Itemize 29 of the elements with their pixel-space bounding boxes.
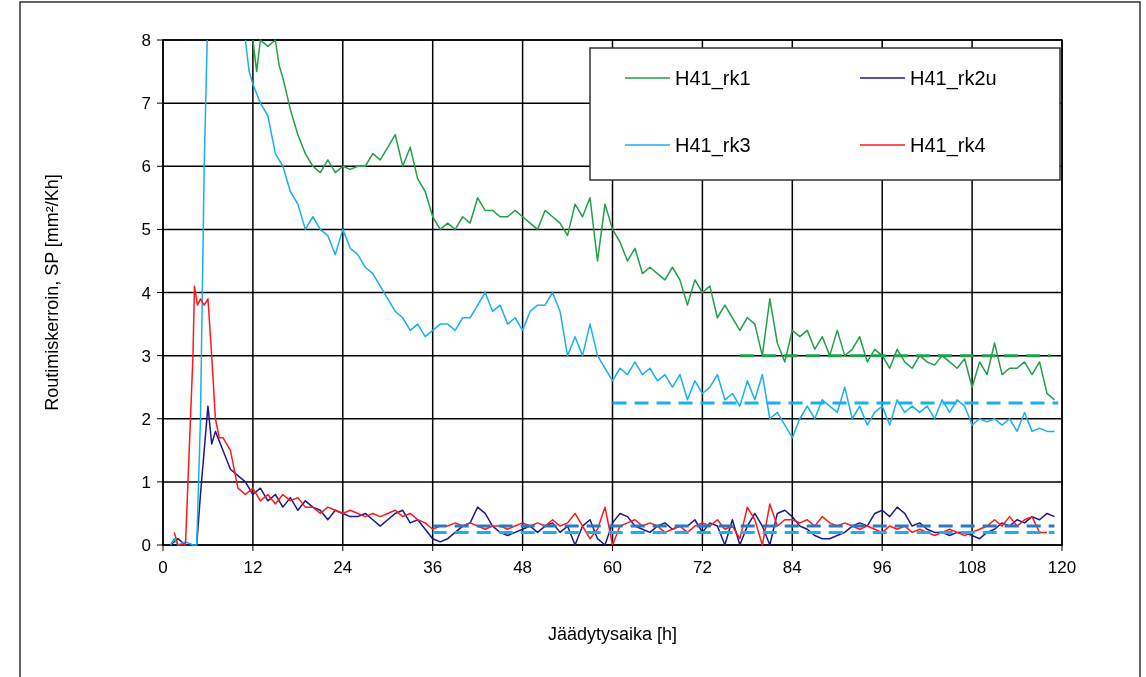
legend-label: H41_rk2u <box>910 67 997 90</box>
y-tick-label: 0 <box>141 536 151 555</box>
legend-label: H41_rk3 <box>675 134 751 157</box>
y-tick-label: 4 <box>141 283 151 303</box>
x-tick-label: 84 <box>782 558 802 577</box>
x-tick-label: 108 <box>957 558 987 577</box>
x-tick-label: 12 <box>243 558 263 577</box>
legend-label: H41_rk4 <box>910 134 986 157</box>
y-tick-label: 7 <box>141 94 151 114</box>
x-tick-label: 120 <box>1047 558 1077 577</box>
y-axis-title: Routimiskerroin, SP [mm²/Kh] <box>42 174 62 411</box>
x-axis-title: Jäädytysaika [h] <box>547 624 678 644</box>
line-series <box>252 39 1056 401</box>
line-series <box>169 405 1056 546</box>
x-tick-label: 36 <box>423 558 443 577</box>
y-tick-label: 1 <box>141 472 151 492</box>
line-series <box>173 285 1048 546</box>
y-tick-label: 8 <box>141 31 151 50</box>
x-tick-label: 72 <box>692 558 712 577</box>
legend-label: H41_rk1 <box>675 67 751 90</box>
y-tick-label: 2 <box>141 409 151 429</box>
y-tick-label: 3 <box>141 346 151 366</box>
y-tick-label: 6 <box>141 157 151 177</box>
x-tick-label: 96 <box>872 558 892 577</box>
x-tick-label: 24 <box>333 558 353 577</box>
x-tick-label: 0 <box>158 558 168 577</box>
x-tick-label: 48 <box>513 558 533 577</box>
y-tick-label: 5 <box>141 220 151 240</box>
x-tick-label: 60 <box>603 558 622 577</box>
